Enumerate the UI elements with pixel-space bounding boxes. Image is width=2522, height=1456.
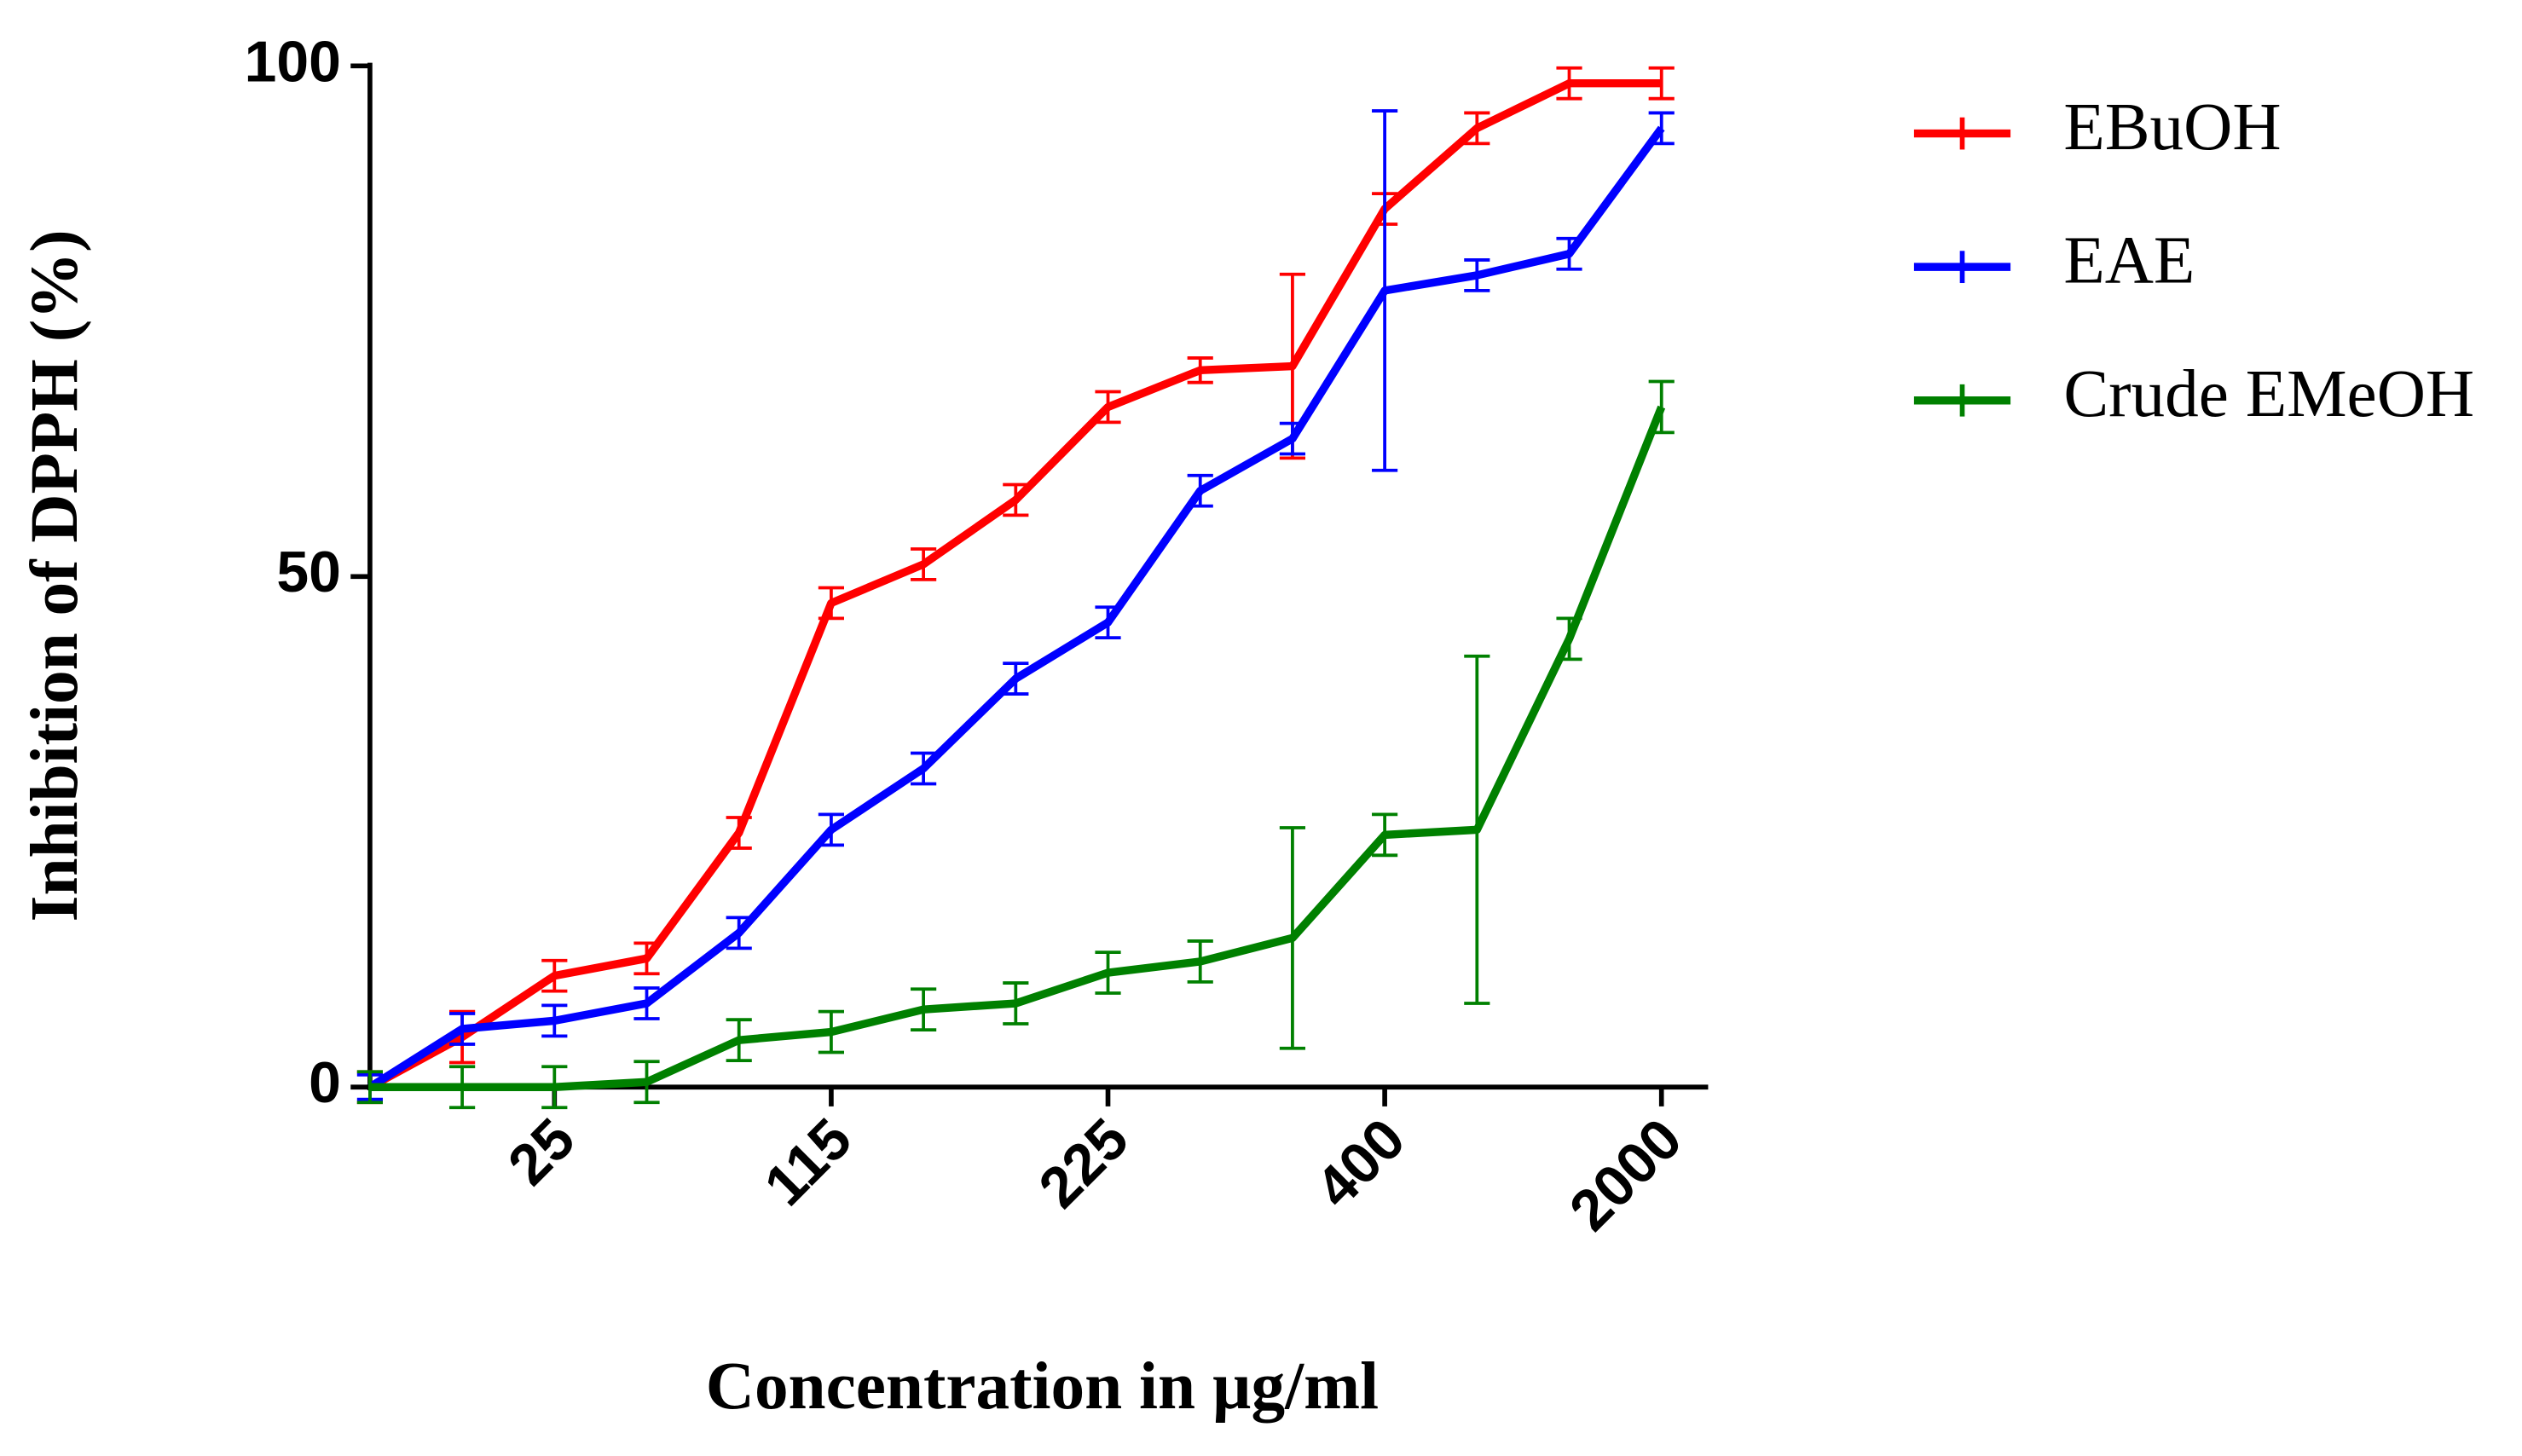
error-bar (1279, 421, 1306, 456)
error-bar (726, 1018, 752, 1062)
error-bar (1556, 236, 1582, 271)
error-bar (1187, 939, 1213, 984)
error-bar (541, 958, 568, 993)
error-bar (1003, 662, 1029, 696)
error-bar (818, 586, 845, 621)
error-bar (911, 751, 937, 786)
x-axis-title: Concentration in µg/ml (706, 1349, 1379, 1424)
y-tick-label: 100 (245, 30, 341, 94)
error-bar (818, 812, 845, 847)
error-bar (1372, 109, 1398, 472)
error-bar (1003, 981, 1029, 1026)
error-bar (1003, 482, 1029, 517)
x-tick-label: 2000 (1558, 1106, 1694, 1243)
error-bar (1095, 950, 1121, 995)
y-tick-label: 50 (276, 540, 341, 604)
error-bar (1187, 473, 1213, 508)
series-line (367, 78, 1662, 1091)
error-bar (726, 916, 752, 950)
error-bar (1556, 616, 1582, 662)
y-tick-label: 0 (309, 1051, 341, 1115)
error-bar (1464, 258, 1490, 292)
error-bar (541, 1003, 568, 1038)
error-bar (726, 816, 752, 850)
error-bar (1464, 111, 1490, 146)
error-bar (1279, 826, 1306, 1050)
error-bar (1648, 379, 1675, 435)
error-bar (449, 1012, 476, 1046)
error-bar (633, 941, 660, 976)
legend-label: Crude EMeOH (2063, 356, 2474, 431)
legend-label: EAE (2063, 222, 2195, 298)
error-bar (1372, 812, 1398, 858)
legend-label: EBuOH (2063, 90, 2281, 165)
error-bar (1556, 66, 1582, 101)
error-bar (911, 547, 937, 581)
error-bar (633, 986, 660, 1020)
error-bar (449, 1065, 476, 1110)
x-tick-label: 400 (1304, 1106, 1417, 1220)
error-bar (1095, 605, 1121, 640)
error-bar (818, 1009, 845, 1054)
error-bar (633, 1060, 660, 1105)
x-tick-label: 25 (496, 1106, 587, 1197)
error-bar (356, 1070, 383, 1105)
error-bar (1648, 66, 1675, 101)
error-bar (1187, 356, 1213, 384)
error-bar (1095, 390, 1121, 425)
error-bar (1464, 654, 1490, 1005)
y-axis-title: Inhibition of DPPH (%) (17, 229, 92, 922)
error-bar (541, 1065, 568, 1110)
series-line (367, 125, 1665, 1091)
error-bar (911, 987, 937, 1032)
x-tick-label: 115 (753, 1106, 865, 1218)
x-tick-label: 225 (1027, 1106, 1141, 1220)
error-bar (1648, 111, 1675, 146)
